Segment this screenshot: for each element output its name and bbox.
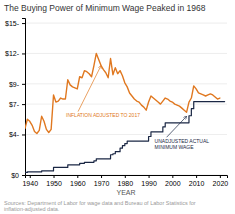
x-tick: 1940 (22, 175, 38, 187)
x-tick: 2000 (165, 175, 181, 187)
y-tick: $4- (9, 131, 25, 138)
x-tick-label: 2020 (213, 180, 229, 187)
x-tick: 1980 (118, 175, 134, 187)
y-tick-mark (22, 175, 25, 176)
x-axis-line (26, 176, 228, 179)
x-tick: 2010 (189, 175, 205, 187)
series-group (25, 53, 225, 172)
y-tick-mark (22, 23, 25, 24)
x-tick-label: 1960 (70, 180, 86, 187)
plot-area: 1940 1950 1960 1970 1980 1990 2000 2010 2020 $0 $4… (5, 19, 228, 197)
x-tick-mark (77, 175, 78, 178)
annotation-arrow (167, 116, 187, 137)
x-tick-label: 1980 (118, 180, 134, 187)
y-tick: $7- (9, 101, 25, 108)
x-axis-label: YEAR (116, 189, 135, 196)
y-tick: $12- (5, 50, 25, 57)
x-tick: 1990 (141, 175, 157, 187)
x-tick-mark (54, 175, 55, 178)
x-tick-mark (101, 175, 102, 178)
x-tick-label: 1990 (141, 180, 157, 187)
y-tick-mark (22, 134, 25, 135)
y-axis-line (22, 19, 26, 176)
x-tick: 1950 (46, 175, 62, 187)
x-tick-label: 1940 (22, 180, 38, 187)
x-tick-mark (125, 175, 126, 178)
x-tick: 1970 (94, 175, 110, 187)
series-line (25, 53, 220, 133)
grid-line (25, 53, 227, 54)
annotation-arrow (78, 66, 101, 112)
y-tick-mark (22, 104, 25, 105)
x-tick-mark (196, 175, 197, 178)
y-tick-mark (22, 53, 25, 54)
y-tick: $9- (9, 81, 25, 88)
grid-line (25, 104, 227, 105)
x-tick-mark (172, 175, 173, 178)
y-tick-label: $15- (5, 20, 20, 27)
source-line: Sources: Department of Labor for wage da… (4, 200, 197, 206)
x-tick: 1960 (70, 175, 86, 187)
chart: The Buying Power of Minimum Wage Peaked … (0, 0, 235, 214)
x-tick: 2020 (213, 175, 229, 187)
x-tick-mark (149, 175, 150, 178)
x-tick-label: 1950 (46, 180, 62, 187)
x-tick-label: 2010 (189, 180, 205, 187)
annotation-line: MINIMUM WAGE (155, 144, 195, 150)
source-line: inflation-adjusted data. (4, 206, 60, 212)
series-line (25, 102, 225, 173)
y-tick-mark (22, 84, 25, 85)
y-tick: $15- (5, 20, 25, 27)
source: Sources: Department of Labor for wage da… (4, 200, 197, 213)
y-tick: $0 (11, 172, 25, 179)
annotation-line: INFLATION ADJUSTED TO 2017 (66, 112, 140, 118)
y-tick-label: $0 (11, 172, 19, 179)
x-tick-mark (220, 175, 221, 178)
y-tick-label: $4- (9, 131, 20, 138)
grid-line (25, 134, 227, 135)
x-tick-label: 2000 (165, 180, 181, 187)
y-tick-label: $9- (9, 81, 20, 88)
annotation: INFLATION ADJUSTED TO 2017 (66, 112, 140, 118)
x-axis: 1940 1950 1960 1970 1980 1990 2000 2010 2020 (22, 175, 228, 187)
x-tick-mark (30, 175, 31, 178)
x-tick-label: 1970 (94, 180, 110, 187)
y-tick-label: $12- (5, 50, 20, 57)
annotation: UNADJUSTED ACTUAL MINIMUM WAGE (155, 138, 211, 150)
y-tick-label: $7- (9, 101, 20, 108)
y-axis: $0 $4- $7- $9- $12- $15- (5, 19, 26, 179)
grid-line (25, 23, 227, 24)
title: The Buying Power of Minimum Wage Peaked … (4, 3, 206, 13)
grid (25, 23, 227, 175)
